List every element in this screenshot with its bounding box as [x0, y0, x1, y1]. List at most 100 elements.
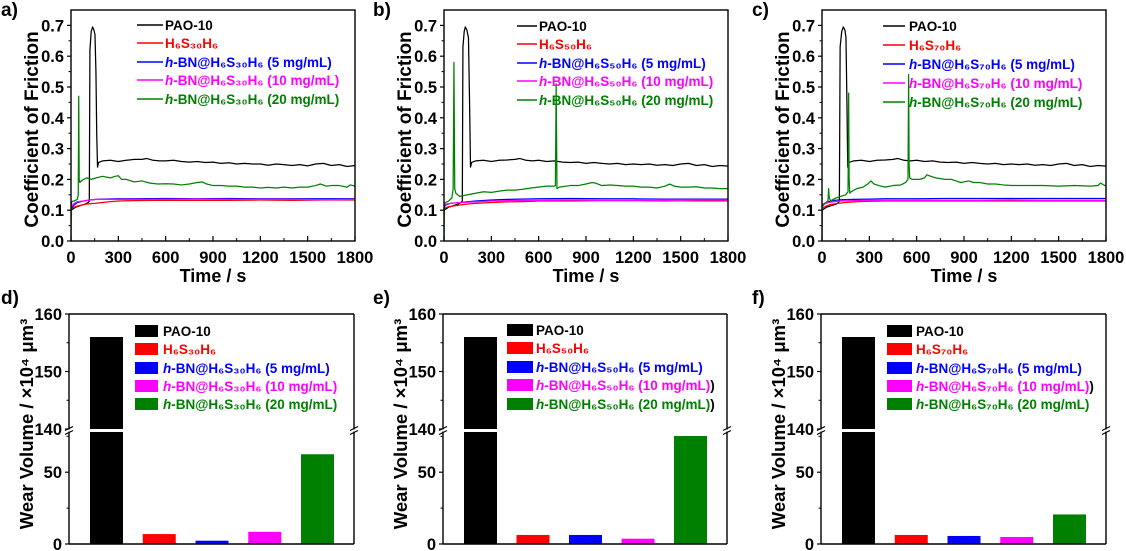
- x-tick-label: 900: [199, 249, 227, 267]
- series-line-pao-10: [71, 26, 355, 211]
- y-tick-label: 0.7: [792, 17, 815, 35]
- legend-label: h-BN@H₆S₇₀H₆ (20 mg/mL): [916, 397, 1089, 412]
- legend-entry: h-BN@H₆S₇₀H₆ (20 mg/mL): [883, 95, 1082, 110]
- legend-label-italic-part: h: [916, 361, 924, 376]
- bar-pao-10-upper: [464, 337, 497, 429]
- legend-entry: h-BN@H₆S₃₀H₆ (20 mg/mL): [137, 92, 339, 107]
- legend-entry: h-BN@H₆S₃₀H₆ (10 mg/mL): [137, 73, 339, 88]
- y-tick-label: 0.0: [414, 233, 437, 251]
- legend-entry: H₆S₇₀H₆: [883, 38, 961, 53]
- legend-label: h-BN@H₆S₅₀H₆ (20 mg/mL): [539, 93, 713, 108]
- y-tick-label: 0.0: [792, 233, 815, 251]
- y-tick-label: 0.7: [414, 17, 437, 35]
- y-axis-title: Coefficient of Friction: [773, 31, 794, 227]
- axis-break-mark: [349, 430, 359, 435]
- x-tick-label: 1800: [337, 249, 374, 267]
- legend-label-part: -BN@H₆S₅₀H₆ (10 mg/mL): [544, 378, 710, 393]
- x-tick-label: 600: [152, 249, 180, 267]
- legend-entry: h-BN@H₆S₃₀H₆ (20 mg/mL): [135, 397, 337, 412]
- y-axis-title: Coefficient of Friction: [22, 31, 43, 227]
- legend-entry: h-BN@H₆S₇₀H₆ (5 mg/mL): [887, 361, 1082, 376]
- chart-panel-a: 0 300 600 900 1200 1500 1800 0.0 0.1 0.2 0.3 0.4 0.5…: [1, 0, 373, 286]
- x-tick-label: 0: [439, 249, 448, 267]
- y-tick-label: 140: [786, 421, 814, 439]
- bar-h-bn-h6s50h6-10-mg-ml: [621, 538, 655, 544]
- y-axis-title: Coefficient of Friction: [395, 31, 416, 227]
- legend-label: PAO-10: [536, 323, 584, 338]
- legend-label-part: -BN@H₆S₇₀H₆ (20 mg/mL): [917, 95, 1082, 110]
- bar-h-bn-h6s30h6-10-mg-ml: [248, 531, 282, 544]
- panel-label: d): [1, 288, 19, 309]
- legend-label: PAO-10: [163, 324, 211, 339]
- legend-entry: h-BN@H₆S₇₀H₆ (10 mg/mL)): [887, 379, 1094, 394]
- series-line-pao-10: [822, 26, 1106, 211]
- legend-label-part: H₆S₇₀H₆: [909, 38, 961, 53]
- legend-label: PAO-10: [539, 19, 587, 34]
- legend-color-swatch: [507, 342, 533, 354]
- legend-label-part: -BN@H₆S₃₀H₆ (10 mg/mL): [173, 73, 339, 88]
- x-tick-label: 300: [478, 249, 506, 267]
- legend-label: PAO-10: [165, 18, 213, 33]
- x-tick-label: 1500: [662, 249, 699, 267]
- y-tick-label: 0.6: [792, 48, 815, 66]
- legend-label: h-BN@H₆S₅₀H₆ (20 mg/mL)): [536, 397, 715, 412]
- x-tick-label: 300: [856, 249, 884, 267]
- bar-pao-10-upper: [842, 337, 875, 429]
- x-axis-title: Time / s: [931, 266, 998, 286]
- x-tick-label: 1500: [289, 249, 326, 267]
- bar-h-bn-h6s50h6-5-mg-ml: [569, 534, 602, 544]
- legend-label: h-BN@H₆S₇₀H₆ (5 mg/mL): [909, 57, 1075, 72]
- y-tick-label: 0.0: [41, 233, 64, 251]
- axis-break-mark: [438, 430, 448, 435]
- panel-label: c): [752, 0, 769, 21]
- y-tick-label: 0.1: [41, 202, 64, 220]
- y-tick-label: 0.4: [414, 110, 438, 128]
- legend-label-part: PAO-10: [536, 323, 584, 338]
- legend-label-part: -BN@H₆S₇₀H₆ (10 mg/mL): [924, 379, 1089, 394]
- x-tick-label: 900: [950, 249, 978, 267]
- y-tick-label: 140: [408, 421, 436, 439]
- legend-label-part: PAO-10: [539, 19, 587, 34]
- series-line-h-bn-h6s50h6-10-mg-ml: [444, 199, 728, 207]
- axis-break-mark: [349, 426, 359, 431]
- bar-pao-10-lower: [842, 432, 875, 544]
- legend-color-swatch: [135, 362, 158, 374]
- legend-entry: H₆S₅₀H₆: [517, 37, 592, 52]
- y-tick-label: 150: [408, 364, 436, 382]
- panel-label: f): [752, 288, 765, 309]
- y-tick-label: 0.6: [414, 48, 437, 66]
- legend-label-italic-part: h: [163, 379, 171, 394]
- x-tick-label: 300: [105, 249, 133, 267]
- series-line-pao-10: [444, 26, 728, 211]
- x-axis-title: Time / s: [180, 266, 247, 286]
- legend-entry: PAO-10: [507, 323, 584, 338]
- legend-color-swatch: [507, 361, 533, 373]
- panel-label: a): [1, 0, 18, 21]
- y-tick-label: 0.3: [792, 141, 815, 159]
- legend-label-part: H₆S₅₀H₆: [539, 37, 592, 52]
- x-tick-label: 1500: [1040, 249, 1077, 267]
- legend-color-swatch: [135, 398, 158, 410]
- y-tick-label: 160: [408, 306, 436, 324]
- legend-label: h-BN@H₆S₃₀H₆ (10 mg/mL): [165, 73, 339, 88]
- legend-color-swatch: [887, 380, 912, 392]
- legend-label-italic-part: h: [536, 378, 544, 393]
- panel-label: b): [373, 0, 391, 21]
- y-tick-label: 0.3: [41, 141, 64, 159]
- legend-label-part: -BN@H₆S₃₀H₆ (20 mg/mL): [173, 92, 339, 107]
- y-tick-label: 0: [53, 536, 62, 551]
- x-tick-label: 1800: [710, 249, 747, 267]
- x-tick-label: 0: [817, 249, 826, 267]
- x-tick-label: 600: [903, 249, 931, 267]
- legend-entry: h-BN@H₆S₅₀H₆ (10 mg/mL): [517, 74, 713, 89]
- axis-break-mark: [722, 426, 732, 431]
- legend-label: h-BN@H₆S₃₀H₆ (10 mg/mL): [163, 379, 337, 394]
- legend-label-part: H₆S₃₀H₆: [165, 36, 218, 51]
- legend-color-swatch: [887, 343, 912, 355]
- legend-entry: H₆S₃₀H₆: [137, 36, 218, 51]
- legend-label-part: -BN@H₆S₅₀H₆ (20 mg/mL): [547, 93, 713, 108]
